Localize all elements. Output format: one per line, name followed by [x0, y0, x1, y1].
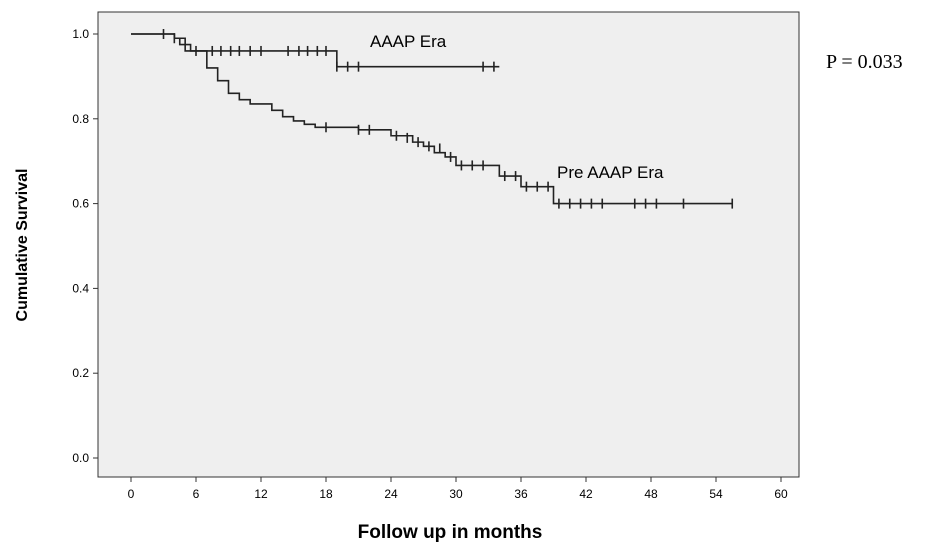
- x-tick-label: 12: [254, 487, 268, 501]
- x-tick-label: 60: [774, 487, 788, 501]
- x-tick-label: 42: [579, 487, 593, 501]
- y-tick-label: 0.6: [72, 197, 89, 211]
- series-layer: [131, 29, 734, 209]
- y-axis-title: Cumulative Survival: [14, 169, 31, 322]
- y-axis: 0.0 0.2 0.4 0.6 0.8 1.0: [72, 27, 98, 465]
- y-tick-label: 0.4: [72, 281, 89, 295]
- x-tick-label: 48: [644, 487, 658, 501]
- series-label-aaap-era: AAAP Era: [370, 32, 447, 51]
- x-tick-label: 6: [193, 487, 200, 501]
- plot-area: [97, 11, 800, 478]
- series-line-pre-aaap-era: [131, 33, 733, 205]
- y-tick-label: 0.2: [72, 366, 89, 380]
- x-tick-label: 36: [514, 487, 528, 501]
- x-tick-label: 24: [384, 487, 398, 501]
- x-tick-label: 30: [449, 487, 463, 501]
- x-axis-title: Follow up in months: [358, 522, 543, 543]
- y-tick-label: 0.8: [72, 112, 89, 126]
- x-axis: 0 6 12 18 24 30 36 42 48 54 60: [128, 477, 788, 501]
- series-label-pre-aaap-era: Pre AAAP Era: [557, 163, 664, 182]
- x-tick-label: 18: [319, 487, 333, 501]
- y-tick-label: 0.0: [72, 451, 89, 465]
- x-tick-label: 54: [709, 487, 723, 501]
- x-tick-label: 0: [128, 487, 135, 501]
- p-value-annotation: P = 0.033: [826, 51, 903, 73]
- y-tick-label: 1.0: [72, 27, 89, 41]
